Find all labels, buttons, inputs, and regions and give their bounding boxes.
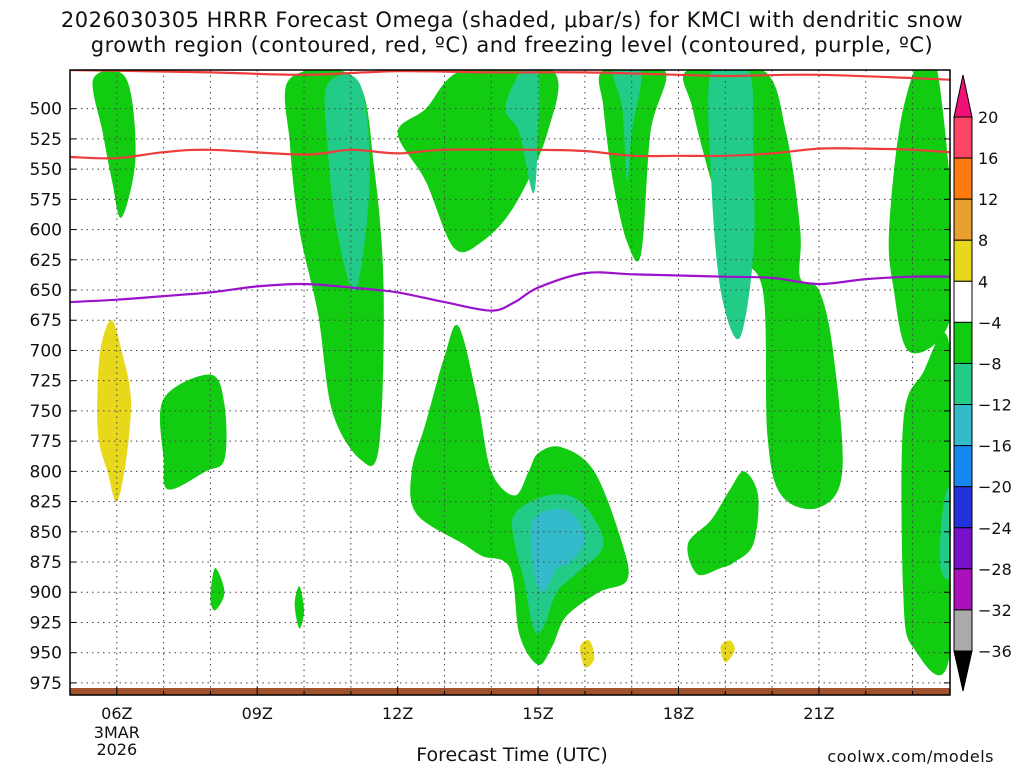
y-tick-label: 750 bbox=[30, 402, 62, 422]
x-tick-label: 18Z bbox=[663, 704, 694, 723]
omega-shading bbox=[92, 70, 950, 676]
colorbar-label: −20 bbox=[978, 478, 1012, 497]
dendritic-snow-growth-upper-contour bbox=[70, 70, 950, 81]
contour-lines bbox=[70, 70, 950, 312]
credit-text: coolwx.com/models bbox=[827, 747, 994, 766]
colorbar-swatch bbox=[953, 239, 973, 282]
colorbar-swatch bbox=[953, 445, 973, 488]
omega-region-9 bbox=[888, 70, 950, 354]
colorbar-swatch bbox=[953, 362, 973, 406]
plot-gridlines bbox=[70, 70, 950, 695]
omega-region-8 bbox=[708, 70, 755, 340]
omega-region-10 bbox=[901, 333, 950, 676]
y-tick-label: 950 bbox=[30, 644, 62, 664]
chart-title-line-1: 2026030305 HRRR Forecast Omega (shaded, … bbox=[60, 8, 964, 32]
y-tick-label: 500 bbox=[30, 100, 62, 120]
x-tick-label: 15Z bbox=[522, 704, 553, 723]
omega-region-21 bbox=[720, 640, 735, 663]
y-tick-label: 650 bbox=[30, 281, 62, 301]
colorbar-label: −12 bbox=[978, 396, 1012, 415]
colorbar-swatch bbox=[953, 280, 973, 323]
y-tick-label: 775 bbox=[30, 432, 62, 452]
omega-region-4 bbox=[505, 70, 540, 194]
x-tick-sublabel: 2026 bbox=[96, 740, 137, 759]
colorbar-swatch bbox=[953, 527, 973, 570]
colorbar-label: 20 bbox=[978, 108, 998, 127]
y-tick-label: 900 bbox=[30, 583, 62, 603]
colorbar-label: −28 bbox=[978, 560, 1012, 579]
y-tick-label: 975 bbox=[30, 674, 62, 694]
y-tick-label: 700 bbox=[30, 341, 62, 361]
colorbar-swatch bbox=[953, 198, 973, 241]
colorbar-label: −32 bbox=[978, 601, 1012, 620]
y-tick-label: 625 bbox=[30, 251, 62, 271]
omega-region-11 bbox=[939, 488, 950, 580]
x-tick-label: 06Z bbox=[101, 704, 132, 723]
x-tick-label: 12Z bbox=[382, 704, 413, 723]
plot-frame bbox=[69, 69, 951, 696]
y-tick-label: 875 bbox=[30, 553, 62, 573]
y-tick-label: 600 bbox=[30, 221, 62, 241]
omega-region-0 bbox=[92, 70, 136, 218]
colorbar-label: 8 bbox=[978, 231, 988, 250]
colorbar-bottom-arrow bbox=[953, 650, 973, 692]
freezing-level-contour bbox=[70, 271, 950, 312]
colorbar-swatch bbox=[953, 404, 973, 447]
colorbar-swatch bbox=[953, 157, 973, 200]
terrain-band bbox=[70, 688, 950, 695]
y-tick-label: 725 bbox=[30, 372, 62, 392]
omega-region-17 bbox=[210, 568, 225, 611]
x-axis-label: Forecast Time (UTC) bbox=[416, 744, 608, 766]
omega-region-12 bbox=[410, 324, 629, 666]
colorbar-label: −4 bbox=[978, 313, 1002, 332]
omega-region-16 bbox=[159, 374, 227, 490]
omega-region-2 bbox=[324, 74, 370, 291]
omega-region-15 bbox=[687, 471, 759, 576]
omega-region-14 bbox=[530, 508, 585, 593]
y-tick-label: 925 bbox=[30, 613, 62, 633]
y-tick-label: 825 bbox=[30, 493, 62, 513]
y-tick-label: 525 bbox=[30, 130, 62, 150]
chart-title-line-2: growth region (contoured, red, ºC) and f… bbox=[90, 33, 934, 57]
colorbar-label: 16 bbox=[978, 149, 998, 168]
y-tick-label: 575 bbox=[30, 190, 62, 210]
colorbar-label: 4 bbox=[978, 272, 988, 291]
omega-region-18 bbox=[294, 586, 304, 629]
y-tick-label: 675 bbox=[30, 311, 62, 331]
omega-region-5 bbox=[598, 70, 667, 262]
colorbar-label: −16 bbox=[978, 437, 1012, 456]
colorbar-swatch bbox=[953, 609, 973, 652]
colorbar-swatch bbox=[953, 321, 973, 364]
colorbar-label: −8 bbox=[978, 354, 1002, 373]
colorbar-swatch bbox=[953, 486, 973, 529]
omega-region-7 bbox=[683, 70, 843, 510]
y-tick-label: 550 bbox=[30, 160, 62, 180]
colorbar-swatch bbox=[953, 116, 973, 159]
omega-region-6 bbox=[612, 70, 642, 182]
dendritic-snow-growth-lower-contour bbox=[70, 147, 950, 160]
omega-region-20 bbox=[580, 640, 595, 668]
colorbar-top-arrow bbox=[953, 74, 973, 118]
colorbar-label: −36 bbox=[978, 642, 1012, 661]
y-tick-label: 800 bbox=[30, 462, 62, 482]
x-tick-label: 09Z bbox=[242, 704, 273, 723]
x-tick-sublabel: 3MAR bbox=[94, 723, 140, 742]
y-tick-label: 850 bbox=[30, 523, 62, 543]
x-tick-label: 21Z bbox=[803, 704, 834, 723]
colorbar-label: 12 bbox=[978, 190, 998, 209]
colorbar-label: −24 bbox=[978, 519, 1012, 538]
colorbar: 20 16 12 8 4 −4 −8 −12 −16 −20 −24 −28 −32 −36 bbox=[953, 74, 1012, 692]
y-axis: 500 525 550 575 600 625 650 675 700 725 750 775 800 8… bbox=[30, 100, 950, 694]
colorbar-swatch bbox=[953, 568, 973, 611]
